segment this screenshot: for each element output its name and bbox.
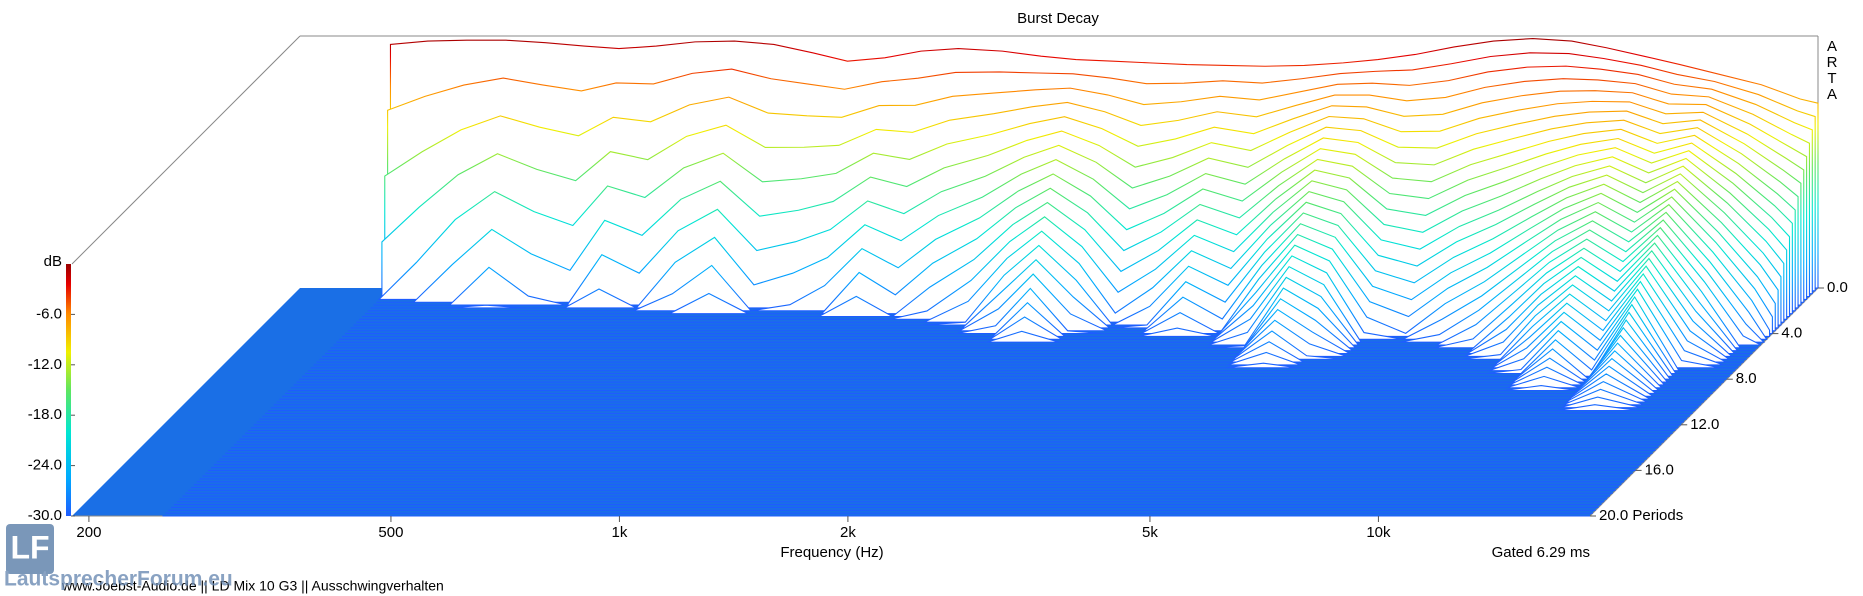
x-axis-label: Frequency (Hz) [780,544,883,561]
watermark: LF LautsprecherForum.eu [4,524,233,591]
x-tick-label: 1k [612,524,628,541]
decay-slice [267,404,1696,412]
x-tick-label: 10k [1366,524,1391,541]
decay-slice [282,365,1710,397]
left-diagonal [71,35,301,265]
decay-slice [285,357,1713,395]
footer: www.Joebst-Audio.de || LD Mix 10 G3 || A… [61,578,444,594]
decay-slice [290,342,1719,389]
decay-slice [299,319,1727,381]
decay-slice [304,303,1733,375]
decay-slice [350,180,1779,329]
y-tick-label: 4.0 [1781,325,1802,342]
decay-slice [287,350,1716,392]
y-tick-label: 0.0 [1827,279,1848,296]
plot: -6.0 -12.0 -18.0 -24.0 -30.0 200 500 1k 2k 5k 10k 0… [28,35,1848,541]
z-tick-label: -6.0 [36,305,62,322]
x-tick-label: 200 [76,524,101,541]
decay-slice [347,188,1776,332]
y-tick-label: 12.0 [1690,416,1719,433]
x-tick-label: 500 [378,524,403,541]
gated-note: Gated 6.29 ms [1492,544,1590,561]
decay-slice [270,396,1699,409]
decay-slice [296,326,1724,383]
x-tick-label: 2k [840,524,856,541]
decay-slice [302,311,1730,377]
logo-box [6,524,54,574]
x-tick-label: 5k [1142,524,1158,541]
z-tick-label: -24.0 [28,457,62,474]
decay-slice [273,388,1702,406]
z-tick-label: -18.0 [28,406,62,423]
y-tick-label: 8.0 [1736,370,1757,387]
decay-slice [279,373,1707,400]
brand: ARTA [1824,38,1841,102]
decay-slice [276,381,1704,403]
chart-title: Burst Decay [1017,10,1099,27]
colorbar [66,264,71,516]
decay-slice [265,411,1693,414]
z-tick-label: -30.0 [28,507,62,524]
z-axis-label: dB [44,253,62,270]
logo: LF [10,529,49,565]
z-tick-label: -12.0 [28,356,62,373]
watermark-text: LautsprecherForum.eu [4,568,233,591]
y-tick-label: 16.0 [1645,461,1674,478]
decay-slice [293,334,1722,386]
y-tick-label: 20.0 Periods [1599,507,1683,524]
